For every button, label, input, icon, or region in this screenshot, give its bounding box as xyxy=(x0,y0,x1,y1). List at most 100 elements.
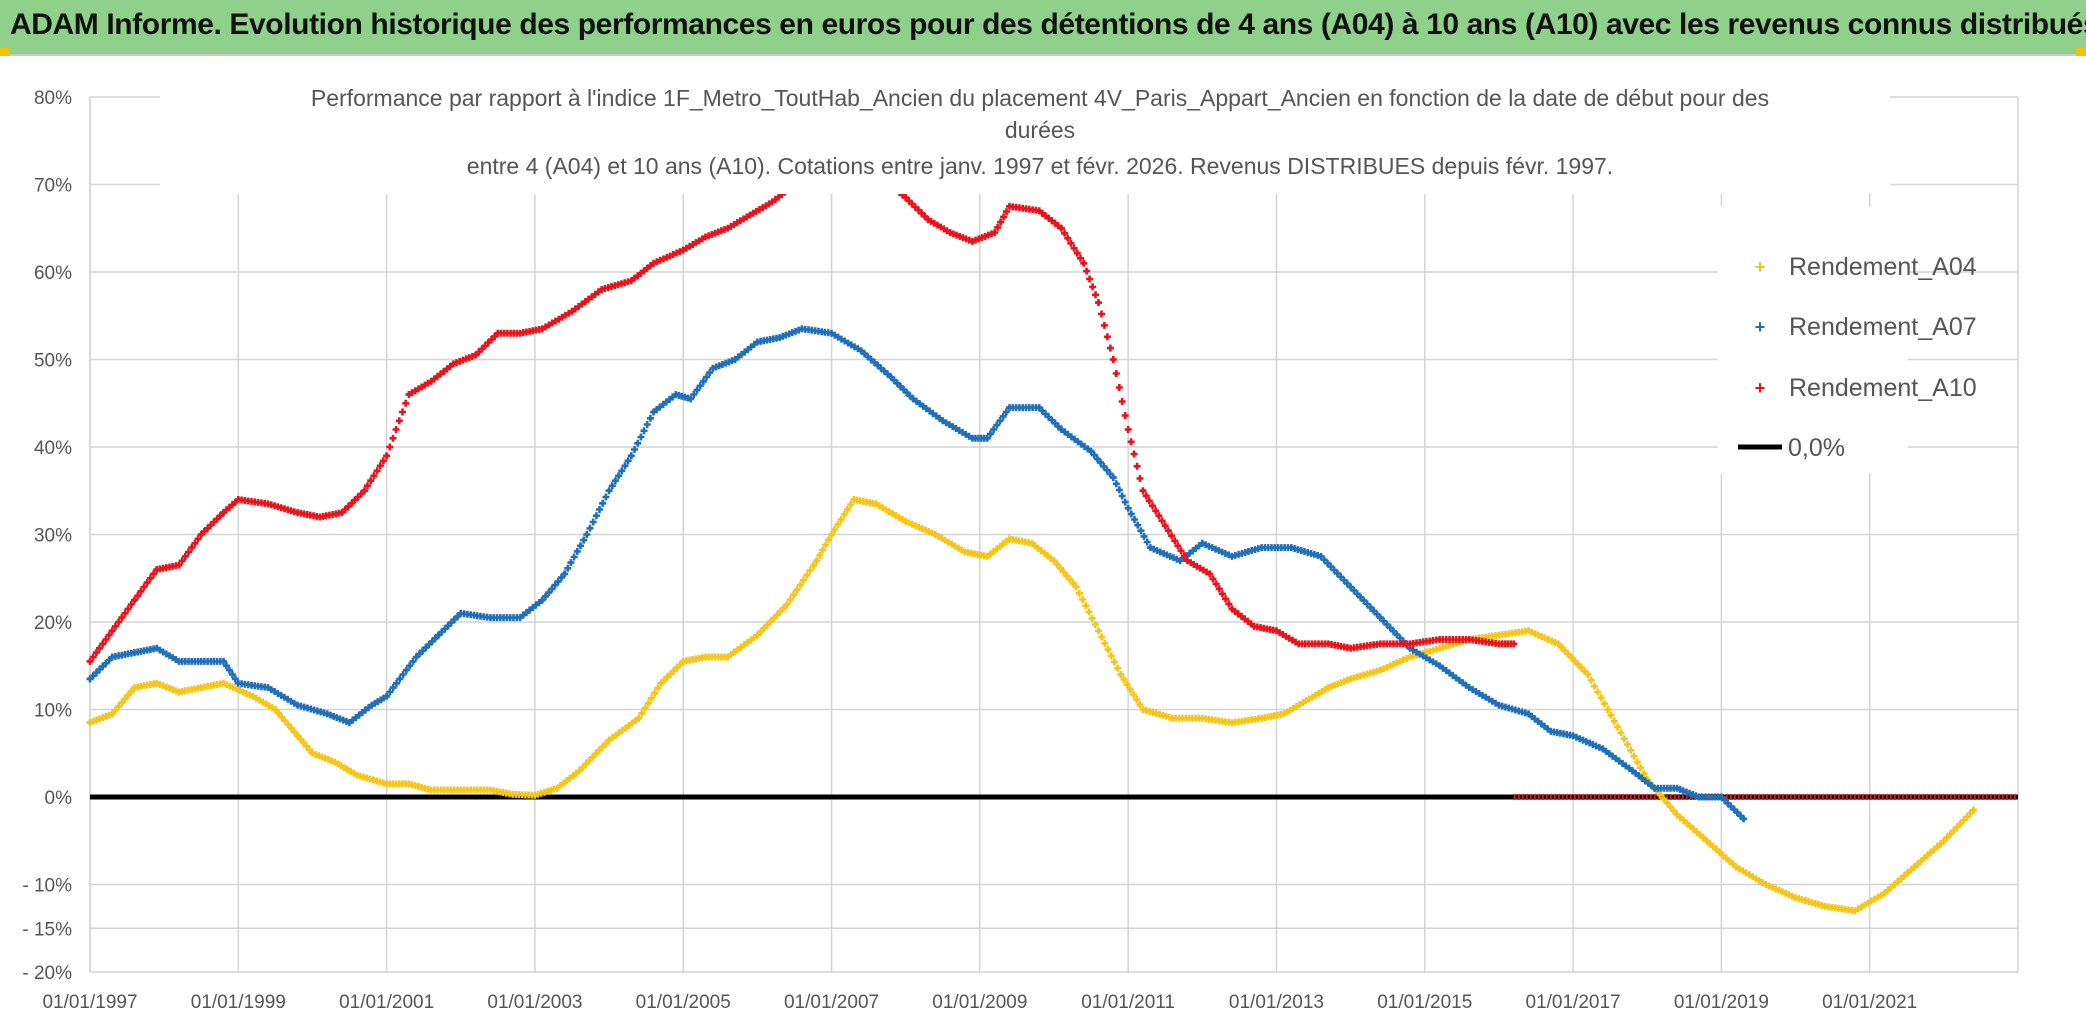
data-point xyxy=(1704,838,1709,843)
data-point xyxy=(1763,882,1769,887)
data-point xyxy=(814,558,819,563)
x-tick-label: 01/01/2017 xyxy=(1526,992,1621,1013)
data-point xyxy=(406,781,412,787)
data-point xyxy=(599,287,604,292)
data-point xyxy=(1882,891,1887,896)
y-tick-label: 80% xyxy=(34,88,72,109)
x-tick-label: 01/01/2011 xyxy=(1081,992,1175,1013)
data-point xyxy=(199,659,204,664)
data-point xyxy=(1378,615,1383,620)
data-point xyxy=(1437,663,1442,668)
data-point xyxy=(428,787,434,793)
data-point xyxy=(1971,807,1976,813)
x-tick-label: 01/01/2009 xyxy=(932,992,1027,1013)
x-tick-label: 01/01/2013 xyxy=(1229,992,1324,1013)
data-point xyxy=(1585,672,1591,677)
data-point xyxy=(888,374,894,380)
data-point xyxy=(354,772,360,778)
data-point xyxy=(154,567,159,572)
series-Rendement_A04 xyxy=(86,496,1977,915)
data-point xyxy=(688,396,693,402)
data-point xyxy=(488,787,493,793)
data-point xyxy=(859,348,864,353)
data-point xyxy=(1548,729,1554,734)
data-point xyxy=(540,597,545,603)
data-point xyxy=(1140,707,1146,712)
data-point xyxy=(1296,641,1301,647)
data-point xyxy=(1348,646,1353,651)
legend-item-Rendement_A10: + Rendement_A10 xyxy=(1755,374,1977,402)
data-point xyxy=(488,615,493,620)
data-point xyxy=(1059,427,1064,432)
data-point xyxy=(1096,300,1101,305)
data-point xyxy=(510,792,515,797)
data-point xyxy=(1823,904,1828,909)
data-point xyxy=(1036,405,1042,410)
data-point xyxy=(1348,676,1353,682)
data-point xyxy=(1852,908,1858,913)
data-point xyxy=(1289,545,1294,550)
data-point xyxy=(1467,637,1472,642)
title-banner: ADAM Informe. Evolution historique des p… xyxy=(0,0,2086,56)
data-point xyxy=(1140,488,1146,493)
marker-cloud xyxy=(86,163,1518,665)
data-point xyxy=(540,326,545,332)
data-point xyxy=(1229,720,1235,725)
data-point xyxy=(1696,794,1702,800)
data-point xyxy=(1074,584,1079,590)
data-point xyxy=(406,392,412,397)
x-tick-label: 01/01/2005 xyxy=(636,992,731,1013)
legend-background xyxy=(1718,206,1908,474)
corner-mark-left xyxy=(0,48,10,56)
data-point xyxy=(710,366,716,371)
y-tick-label: - 15% xyxy=(22,919,72,940)
data-point xyxy=(658,681,664,686)
data-point xyxy=(154,681,159,686)
data-point xyxy=(414,654,419,660)
data-point xyxy=(1200,541,1205,546)
y-tick-label: 20% xyxy=(34,613,72,634)
data-point xyxy=(1036,208,1042,213)
y-tick-label: 0% xyxy=(45,788,73,809)
data-point xyxy=(703,234,708,240)
data-point xyxy=(1163,523,1168,528)
x-tick-label: 01/01/2019 xyxy=(1674,992,1769,1013)
series-Rendement_A10 xyxy=(86,163,1518,665)
data-point xyxy=(940,418,945,423)
data-point xyxy=(176,562,182,568)
data-point xyxy=(1941,838,1947,843)
data-point xyxy=(1496,702,1502,708)
data-point xyxy=(325,711,330,717)
data-point xyxy=(1630,768,1635,773)
data-point xyxy=(970,239,975,244)
data-point xyxy=(1378,667,1383,673)
data-point xyxy=(992,230,997,235)
data-point xyxy=(1118,672,1123,677)
data-point xyxy=(1467,685,1472,690)
data-point xyxy=(1088,449,1094,454)
x-tick-label: 01/01/2007 xyxy=(784,992,879,1013)
data-point xyxy=(651,261,656,266)
data-point xyxy=(1496,641,1502,647)
data-point xyxy=(310,751,315,756)
data-point xyxy=(1177,558,1183,563)
data-point xyxy=(176,689,182,695)
data-point xyxy=(1111,357,1116,362)
data-point xyxy=(636,716,641,721)
data-point xyxy=(1793,895,1798,900)
data-point xyxy=(903,519,908,524)
data-point xyxy=(250,694,256,699)
data-point xyxy=(458,787,463,793)
data-point xyxy=(1252,624,1257,629)
data-point xyxy=(1259,545,1264,550)
data-point xyxy=(1125,506,1131,511)
data-point xyxy=(606,737,612,743)
data-point xyxy=(1526,628,1531,633)
data-point xyxy=(1326,641,1331,647)
data-point xyxy=(110,654,115,660)
x-tick-label: 01/01/2015 xyxy=(1377,992,1472,1013)
data-point xyxy=(273,707,278,712)
data-point xyxy=(295,733,300,738)
y-tick-label: 70% xyxy=(34,176,72,197)
data-point xyxy=(1741,816,1746,822)
